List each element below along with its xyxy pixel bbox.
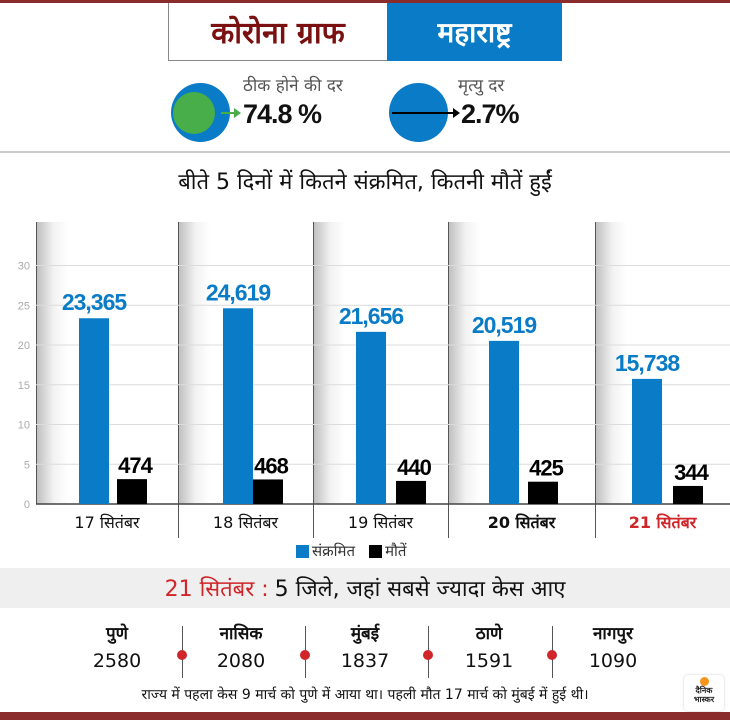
bar-infected bbox=[632, 378, 662, 504]
districts-heading: 21 सितंबर : 5 जिले, जहां सबसे ज्यादा केस… bbox=[0, 568, 730, 608]
chart-panel-shade bbox=[178, 222, 210, 504]
district-count: 1090 bbox=[588, 650, 638, 672]
chart-panel-shade bbox=[595, 222, 627, 504]
district-separator-dot-icon bbox=[423, 650, 433, 660]
state-name: महाराष्ट्र bbox=[437, 16, 512, 49]
chart-title: बीते 5 दिनों में कितने संक्रमित, कितनी म… bbox=[178, 170, 552, 195]
chart-panel-shade bbox=[313, 222, 345, 504]
logo-line-1: दैनिक bbox=[695, 686, 713, 695]
bar-label-infected: 23,365 bbox=[62, 289, 128, 315]
bar-deaths bbox=[396, 480, 426, 504]
bar-chart: 0 5 10 15 20 25 30 23,365 474 24,619 468 21,656 440… bbox=[18, 222, 730, 538]
mortality-rate-label: मृत्यु दर bbox=[458, 76, 505, 96]
section-divider bbox=[0, 151, 730, 153]
bar-infected bbox=[79, 318, 109, 504]
district-item: नासिक 2080 bbox=[186, 620, 296, 674]
recovery-rate-value: 74.8 % bbox=[243, 99, 322, 129]
recovery-arrow-icon bbox=[221, 112, 235, 114]
legend-item-infected: संक्रमित bbox=[296, 541, 355, 561]
recovery-rate-label: ठीक होने की दर bbox=[243, 76, 343, 96]
logo-line-2: भास्कर bbox=[693, 695, 715, 704]
dainik-bhaskar-logo: दैनिक भास्कर bbox=[684, 675, 724, 711]
legend-item-deaths: मौतें bbox=[369, 541, 406, 561]
bar-label-infected: 21,656 bbox=[339, 303, 404, 329]
chart-panel-shade bbox=[448, 222, 480, 504]
x-tick-label: 20 सितंबर bbox=[488, 513, 557, 532]
legend-label-deaths: मौतें bbox=[385, 542, 407, 560]
district-name: पुणे bbox=[106, 624, 128, 644]
chart-panel-shade bbox=[36, 222, 68, 504]
legend-swatch-black bbox=[369, 544, 383, 558]
title-box: कोरोना ग्राफ bbox=[168, 3, 388, 61]
page-title: कोरोना ग्राफ bbox=[211, 16, 345, 51]
footnote: राज्य में पहला केस 9 मार्च को पुणे में आ… bbox=[141, 687, 589, 703]
bar-label-deaths: 468 bbox=[254, 453, 288, 478]
bar-label-infected: 20,519 bbox=[472, 312, 537, 338]
recovery-arrow-head-icon bbox=[234, 108, 241, 118]
chart-legend: संक्रमित मौतें bbox=[296, 541, 414, 561]
y-tick-label: 15 bbox=[18, 380, 30, 392]
x-tick-label: 19 सितंबर bbox=[348, 513, 414, 532]
x-tick-label: 18 सितंबर bbox=[213, 513, 279, 532]
bar-label-deaths: 344 bbox=[674, 460, 709, 485]
district-count: 2080 bbox=[216, 650, 266, 672]
districts-heading-text: 5 जिले, जहां सबसे ज्यादा केस आए bbox=[274, 577, 566, 602]
y-tick-label: 5 bbox=[24, 459, 30, 471]
legend-swatch-blue bbox=[296, 544, 309, 558]
district-item: ठाणे 1591 bbox=[434, 620, 544, 674]
y-tick-label: 10 bbox=[18, 420, 30, 432]
bar-deaths bbox=[117, 479, 147, 504]
districts-list: पुणे 2580 नासिक 2080 मुंबई 1837 ठाणे 159… bbox=[60, 620, 680, 680]
mortality-rate-value: 2.7% bbox=[461, 99, 520, 129]
bar-label-infected: 24,619 bbox=[206, 279, 271, 305]
top-border bbox=[0, 0, 730, 3]
district-separator-dot-icon bbox=[177, 650, 187, 660]
district-name: नासिक bbox=[219, 624, 263, 644]
district-item: नागपुर 1090 bbox=[558, 620, 668, 674]
bar-infected bbox=[489, 340, 519, 504]
bar-label-deaths: 474 bbox=[118, 453, 153, 478]
mortality-arrow-head-icon bbox=[453, 108, 460, 118]
mortality-arrow-icon bbox=[392, 112, 454, 114]
bar-deaths bbox=[673, 485, 703, 504]
district-count: 1837 bbox=[340, 650, 390, 672]
district-separator-dot-icon bbox=[547, 650, 557, 660]
legend-label-infected: संक्रमित bbox=[312, 542, 356, 560]
bar-deaths bbox=[528, 481, 558, 504]
district-item: पुणे 2580 bbox=[62, 620, 172, 674]
recovery-inner-circle-icon bbox=[173, 92, 215, 134]
state-box: महाराष्ट्र bbox=[387, 3, 562, 61]
y-tick-label: 20 bbox=[18, 340, 30, 352]
district-name: मुंबई bbox=[350, 624, 380, 644]
bar-infected bbox=[356, 331, 386, 504]
district-name: ठाणे bbox=[475, 624, 503, 644]
bar-deaths bbox=[253, 479, 283, 504]
x-tick-label: 17 सितंबर bbox=[74, 513, 140, 532]
district-count: 2580 bbox=[92, 650, 142, 672]
y-tick-label: 0 bbox=[24, 499, 30, 511]
district-count: 1591 bbox=[464, 650, 514, 672]
logo-sun-icon bbox=[699, 677, 709, 686]
bar-infected bbox=[223, 308, 253, 504]
districts-heading-date: 21 सितंबर : bbox=[164, 577, 269, 602]
district-item: मुंबई 1837 bbox=[310, 620, 420, 674]
bar-label-deaths: 425 bbox=[529, 456, 563, 481]
bar-label-deaths: 440 bbox=[397, 455, 431, 480]
district-name: नागपुर bbox=[592, 624, 634, 644]
y-tick-label: 30 bbox=[18, 261, 30, 273]
district-separator-dot-icon bbox=[300, 650, 310, 660]
bar-label-infected: 15,738 bbox=[615, 350, 681, 376]
x-tick-label: 21 सितंबर bbox=[629, 513, 698, 532]
y-tick-label: 25 bbox=[18, 300, 30, 312]
bottom-border bbox=[0, 712, 730, 720]
